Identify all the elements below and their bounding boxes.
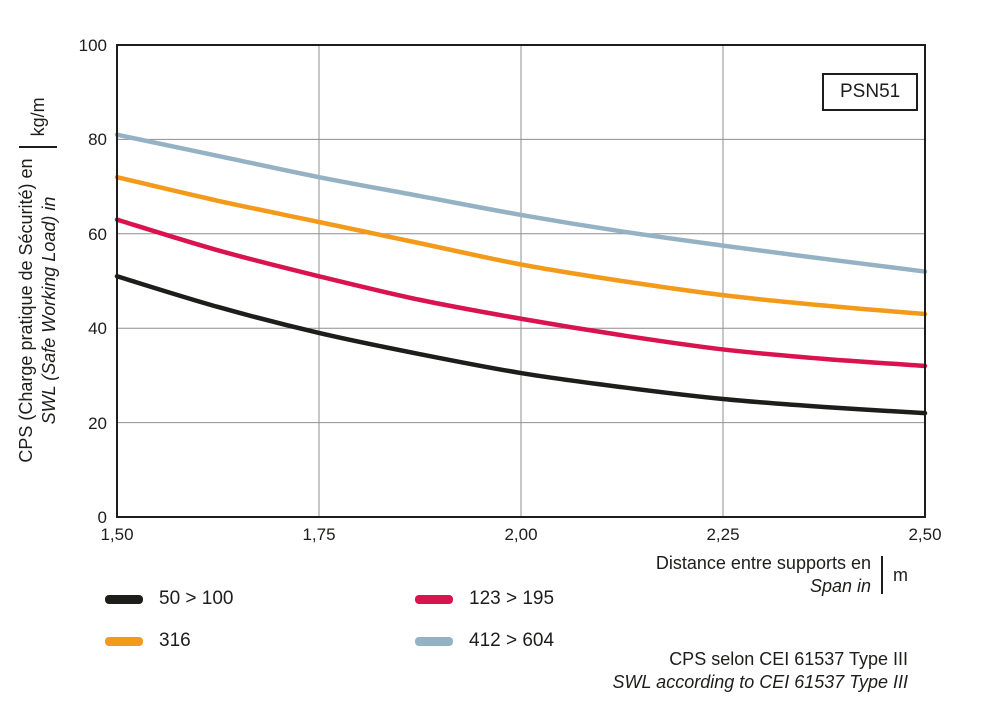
legend-item: 412 > 604 bbox=[415, 630, 554, 652]
y-tick-label: 0 bbox=[97, 508, 107, 527]
legend-item: 50 > 100 bbox=[105, 588, 415, 610]
x-axis-label-text: Distance entre supports en Span in bbox=[656, 552, 871, 599]
standard-note-en: SWL according to CEI 61537 Type III bbox=[612, 671, 909, 692]
legend-swatch bbox=[105, 636, 143, 646]
standard-note: CPS selon CEI 61537 Type III SWL accordi… bbox=[613, 648, 909, 693]
x-tick-label: 2,50 bbox=[908, 525, 942, 544]
x-axis-unit-divider bbox=[881, 556, 883, 595]
y-tick-label: 40 bbox=[88, 319, 107, 339]
legend-item: 316 bbox=[105, 630, 415, 652]
product-badge: PSN51 bbox=[822, 73, 919, 111]
y-tick-label: 60 bbox=[88, 224, 107, 244]
legend-label: 123 > 195 bbox=[469, 588, 555, 609]
x-axis-unit: m bbox=[893, 564, 908, 585]
legend-swatch bbox=[415, 594, 453, 604]
y-axis-label-fr: CPS (Charge pratique de Sécurité) en bbox=[15, 158, 36, 463]
y-tick-label: 100 bbox=[78, 36, 107, 55]
legend-label: 316 bbox=[159, 630, 191, 651]
plot-border bbox=[116, 44, 926, 518]
y-axis-label-text: CPS (Charge pratique de Sécurité) en SWL… bbox=[15, 158, 62, 462]
y-axis-label: CPS (Charge pratique de Sécurité) en SWL… bbox=[0, 0, 76, 560]
standard-note-fr: CPS selon CEI 61537 Type III bbox=[669, 649, 908, 669]
legend-swatch bbox=[415, 636, 453, 646]
x-axis-label-en: Span in bbox=[809, 576, 871, 597]
legend-label: 50 > 100 bbox=[159, 588, 234, 609]
x-axis-label-fr: Distance entre supports en bbox=[655, 553, 871, 573]
series-line bbox=[114, 217, 928, 369]
x-tick-label: 2,25 bbox=[706, 525, 740, 544]
series-line bbox=[114, 274, 928, 416]
legend: 50 > 100 123 > 195 316 412 > 604 bbox=[105, 588, 554, 652]
y-tick-label: 20 bbox=[88, 413, 107, 433]
x-axis-label: Distance entre supports en Span in m bbox=[656, 552, 908, 599]
x-tick-label: 2,00 bbox=[504, 525, 538, 544]
series-line bbox=[114, 132, 928, 274]
x-tick-label: 1,75 bbox=[302, 525, 336, 544]
y-axis-unit: kg/m bbox=[27, 97, 48, 137]
y-axis-unit-divider bbox=[19, 146, 57, 149]
legend-label: 412 > 604 bbox=[469, 630, 555, 651]
y-tick-label: 80 bbox=[88, 130, 107, 150]
legend-swatch bbox=[105, 594, 143, 604]
x-tick-label: 1,50 bbox=[100, 525, 134, 544]
series-line bbox=[114, 174, 928, 317]
legend-item: 123 > 195 bbox=[415, 588, 554, 610]
